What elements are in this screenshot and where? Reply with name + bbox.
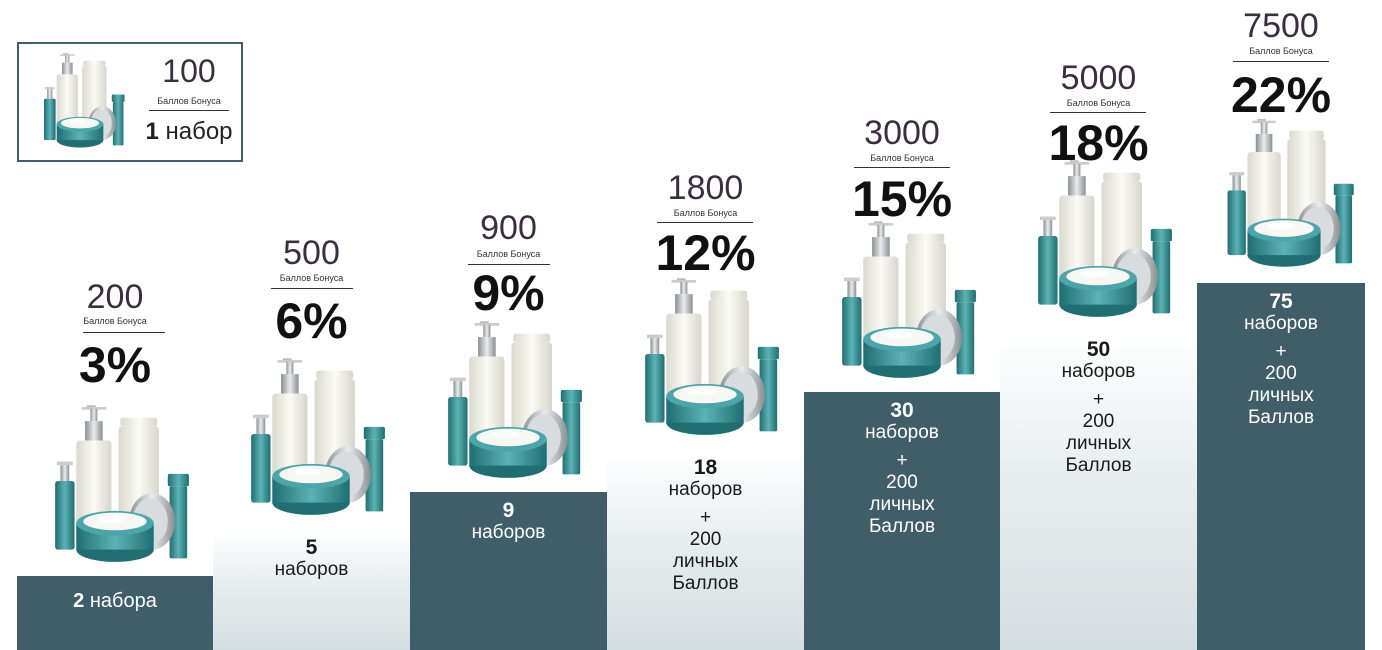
tier-points: 7500 — [1243, 7, 1319, 45]
tier-points: 3000 — [864, 114, 940, 152]
legend-points: 100 — [162, 53, 216, 89]
product-kit-image — [1201, 110, 1367, 284]
tier-points: 1800 — [667, 169, 744, 207]
tier-points-caption: Баллов Бонуса — [870, 153, 934, 163]
legend-box: 100 Баллов Бонуса 1 набор — [17, 42, 243, 162]
product-kit-image — [1010, 155, 1186, 331]
product-kit-image — [223, 353, 399, 529]
tier-step: 9 наборов — [410, 492, 607, 650]
tier-points-caption: Баллов Бонуса — [83, 316, 147, 326]
legend-divider — [149, 110, 229, 111]
tier-2: 500 Баллов Бонуса 6% 5 наборов — [213, 0, 410, 650]
tier-percent: 12% — [655, 225, 756, 281]
tier-step: 75 наборов + 200 личных Баллов — [1197, 283, 1365, 650]
tier-divider — [854, 167, 950, 168]
tier-points: 200 — [86, 278, 144, 316]
tier-percent: 9% — [472, 265, 545, 321]
product-kit-image — [27, 400, 203, 576]
tier-points-caption: Баллов Бонуса — [673, 208, 738, 218]
tier-5: 3000 Баллов Бонуса 15% 30 наборов + 200 … — [804, 0, 1000, 650]
tier-points-caption: Баллов Бонуса — [1066, 98, 1131, 108]
tier-divider — [657, 222, 753, 223]
tier-7: 7500 Баллов Бонуса 22% 75 наборов + 200 … — [1197, 0, 1365, 650]
tier-percent: 6% — [275, 293, 348, 349]
tier-step: 18 наборов + 200 личных Баллов — [607, 449, 804, 650]
tier-divider — [1050, 112, 1146, 113]
tier-step: 5 наборов — [213, 529, 410, 650]
tier-percent: 18% — [1048, 115, 1149, 171]
tier-points: 900 — [480, 209, 537, 247]
tier-step: 2 набора — [17, 576, 213, 650]
tier-points: 500 — [283, 234, 340, 272]
tier-points: 5000 — [1060, 59, 1137, 97]
tier-points-caption: Баллов Бонуса — [476, 249, 541, 259]
legend-points-caption: Баллов Бонуса — [157, 96, 221, 106]
tier-percent: 22% — [1230, 67, 1332, 123]
tier-divider — [271, 288, 353, 289]
tier-percent: 3% — [78, 337, 152, 393]
product-kit-image — [617, 273, 793, 449]
tier-points-caption: Баллов Бонуса — [279, 273, 344, 283]
product-kit-image — [814, 216, 990, 392]
tier-divider — [468, 264, 550, 265]
tier-points-caption: Баллов Бонуса — [1249, 46, 1313, 56]
product-kit-image — [420, 316, 596, 492]
tier-step: 30 наборов + 200 личных Баллов — [804, 392, 1000, 650]
tier-divider — [1233, 61, 1329, 62]
tier-divider — [83, 332, 165, 333]
tier-6: 5000 Баллов Бонуса 18% 50 наборов + 200 … — [1000, 0, 1197, 650]
legend-kits: 1 набор — [145, 118, 233, 145]
tier-4: 1800 Баллов Бонуса 12% 18 наборов + 200 … — [607, 0, 804, 650]
tier-1: 200 Баллов Бонуса 3% 2 набора — [17, 0, 213, 650]
tier-3: 900 Баллов Бонуса 9% 9 наборов — [410, 0, 607, 650]
tier-percent: 15% — [851, 171, 953, 227]
tier-step: 50 наборов + 200 личных Баллов — [1000, 331, 1197, 650]
